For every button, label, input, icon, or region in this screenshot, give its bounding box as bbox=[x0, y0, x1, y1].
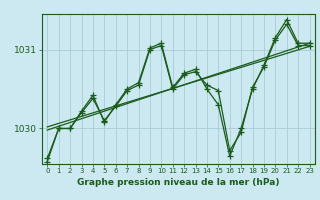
X-axis label: Graphe pression niveau de la mer (hPa): Graphe pression niveau de la mer (hPa) bbox=[77, 178, 280, 187]
